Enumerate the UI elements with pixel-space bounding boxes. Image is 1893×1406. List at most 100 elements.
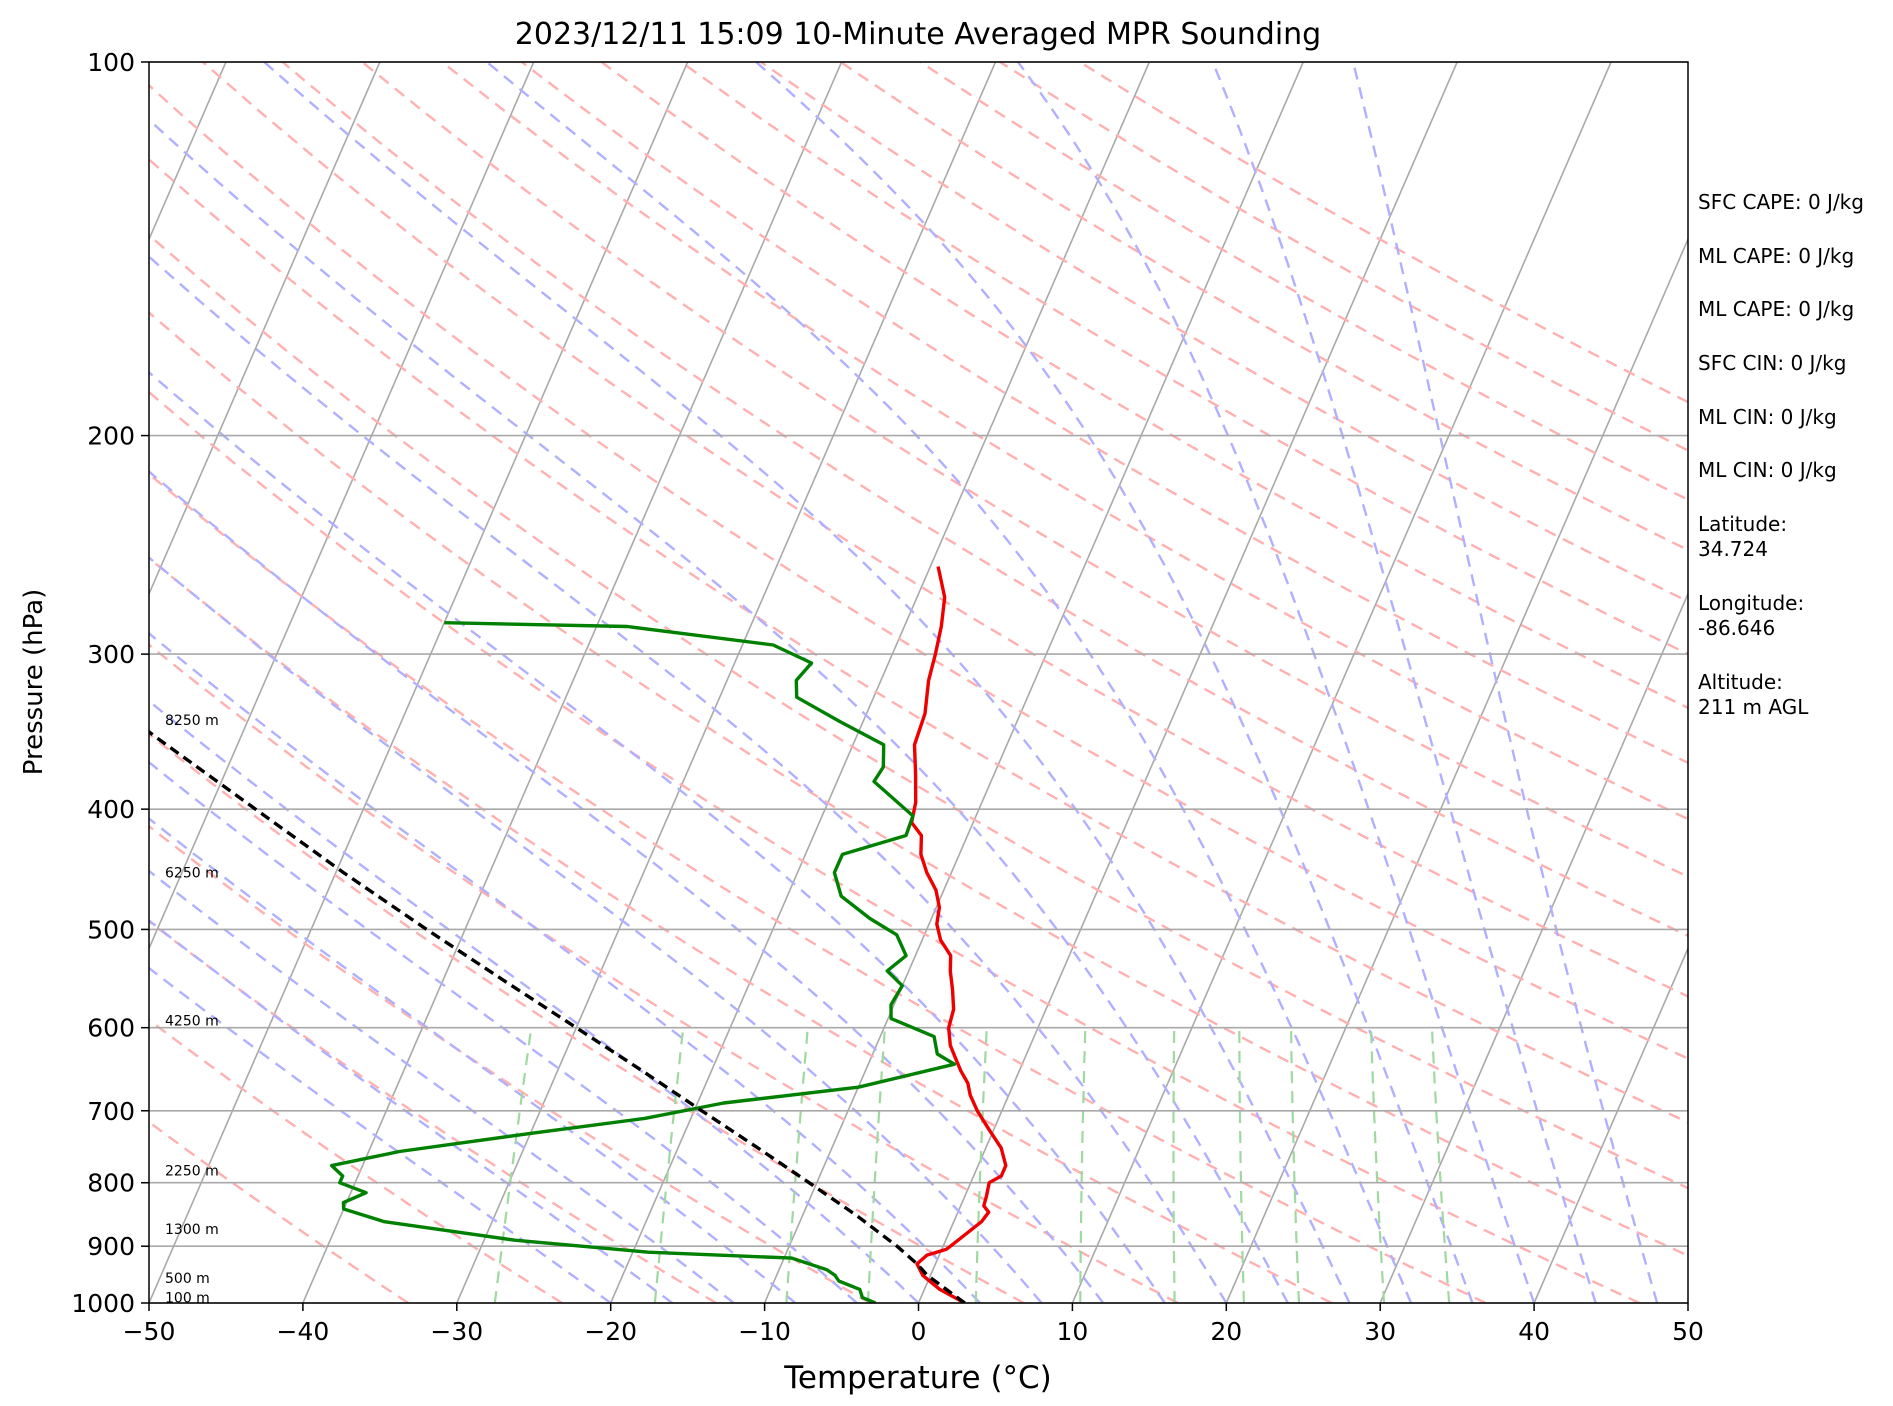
isotherm [302,62,843,1303]
indices-2: ML CAPE: 0 J/kg [1698,297,1855,321]
isotherm [609,62,1151,1303]
background-lines [149,62,1688,1303]
y-tick-label: 900 [87,1232,135,1261]
height-label: 100 m [165,1291,210,1307]
moist-adiabat [149,919,674,1303]
x-tick-label: 20 [1210,1317,1242,1346]
dry-adiabat [149,311,1688,1257]
isotherm [1533,946,1688,1303]
x-tick-label: −40 [277,1317,330,1346]
moist-adiabat [1017,62,1536,1303]
y-tick-label: 700 [87,1097,135,1126]
moist-adiabat [486,62,1413,1303]
indices-1: ML CAPE: 0 J/kg [1698,244,1855,268]
height-label: 8250 m [165,713,219,729]
moist-adiabat [1211,62,1597,1303]
moist-adiabat [149,255,1228,1303]
moist-adiabat [149,760,858,1303]
x-tick-label: 50 [1672,1317,1704,1346]
indices-6: Latitude: 34.724 [1698,512,1788,561]
y-tick-label: 800 [87,1169,135,1198]
moist-adiabat [149,631,981,1303]
height-label: 500 m [165,1271,210,1287]
dry-adiabat [680,62,1688,656]
dry-adiabat [600,62,1688,710]
indices-7: Longitude: -86.646 [1698,591,1805,640]
isotherm [917,62,1458,1303]
x-tick-label: 10 [1056,1317,1088,1346]
isotherm [149,62,381,596]
dry-adiabat [281,62,1688,938]
indices-8: Altitude: 211 m AGL [1698,670,1809,719]
x-tick-label: −30 [430,1317,483,1346]
x-axis-ticks: −50 −40 −30 −20 −10 0 10 20 30 40 50 [123,1303,1704,1346]
mixing-ratio-line [1238,1027,1245,1303]
mixing-ratio-line [1290,1027,1301,1303]
mixing-ratio-line [866,1027,886,1303]
dry-adiabat [149,472,1487,1303]
isotherm [149,62,535,951]
height-labels: 100 m 500 m 1300 m 2250 m 4250 m 6250 m 8250 m [165,713,219,1307]
dry-adiabat [149,390,1641,1303]
x-tick-label: 40 [1518,1317,1550,1346]
dry-adiabat [361,62,1688,879]
dry-adiabat [149,732,1025,1303]
dry-adiabat [441,62,1688,821]
moist-adiabat [149,556,1043,1303]
parcel-trace [149,729,966,1303]
sounding-traces [149,566,1008,1303]
moist-adiabat [1351,62,1659,1303]
dry-adiabat [149,157,1688,1124]
y-tick-label: 200 [87,422,135,451]
dry-adiabat [149,824,871,1303]
dewpoint-trace [330,621,957,1303]
height-label: 6250 m [165,866,219,882]
y-tick-label: 300 [87,640,135,669]
mixing-ratio-line [493,1027,533,1303]
indices-5: ML CIN: 0 J/kg [1698,458,1837,482]
moist-adiabat [149,869,735,1303]
moist-adiabat [263,62,1351,1303]
y-tick-label: 500 [87,915,135,944]
moist-adiabat [149,699,920,1303]
chart-title: 2023/12/11 15:09 10-Minute Averaged MPR … [515,17,1321,52]
mixing-ratio-line [1369,1027,1386,1303]
dry-adiabat [149,556,1333,1303]
height-label: 2250 m [165,1163,219,1179]
mixing-ratio-line [1079,1027,1087,1303]
height-label: 4250 m [165,1013,219,1029]
moist-adiabat [149,817,797,1303]
y-tick-label: 1000 [71,1289,135,1318]
x-tick-label: −20 [584,1317,637,1346]
moist-adiabat [149,470,1105,1303]
isotherm [763,62,1304,1303]
moist-adiabat [149,118,1289,1303]
plot-frame [148,61,1689,1304]
dry-adiabat [149,1120,409,1303]
x-tick-label: −50 [123,1317,176,1346]
temperature-trace [909,566,1008,1303]
x-axis-label: Temperature (°C) [783,1360,1052,1396]
isotherm [1379,591,1688,1303]
dry-adiabat [149,643,1179,1303]
isotherm [456,62,997,1303]
x-tick-label: −10 [738,1317,791,1346]
x-tick-label: 0 [911,1317,927,1346]
moist-adiabat [149,370,1166,1303]
dry-adiabat [149,83,1688,1060]
moist-adiabat [149,966,612,1303]
y-axis-label: Pressure (hPa) [19,589,49,776]
y-tick-label: 600 [87,1014,135,1043]
y-axis-ticks: 100 200 300 400 500 600 700 800 900 1000 [71,48,149,1318]
isotherm [1071,62,1612,1303]
y-tick-label: 100 [87,48,135,77]
indices-0: SFC CAPE: 0 J/kg [1698,190,1864,214]
dry-adiabat [149,1018,563,1303]
height-label: 1300 m [165,1222,219,1238]
isotherm [149,62,689,1303]
y-tick-label: 400 [87,795,135,824]
pressure-gridlines [149,61,1688,1304]
dry-adiabat [202,62,1688,998]
indices-4: ML CIN: 0 J/kg [1698,405,1837,429]
